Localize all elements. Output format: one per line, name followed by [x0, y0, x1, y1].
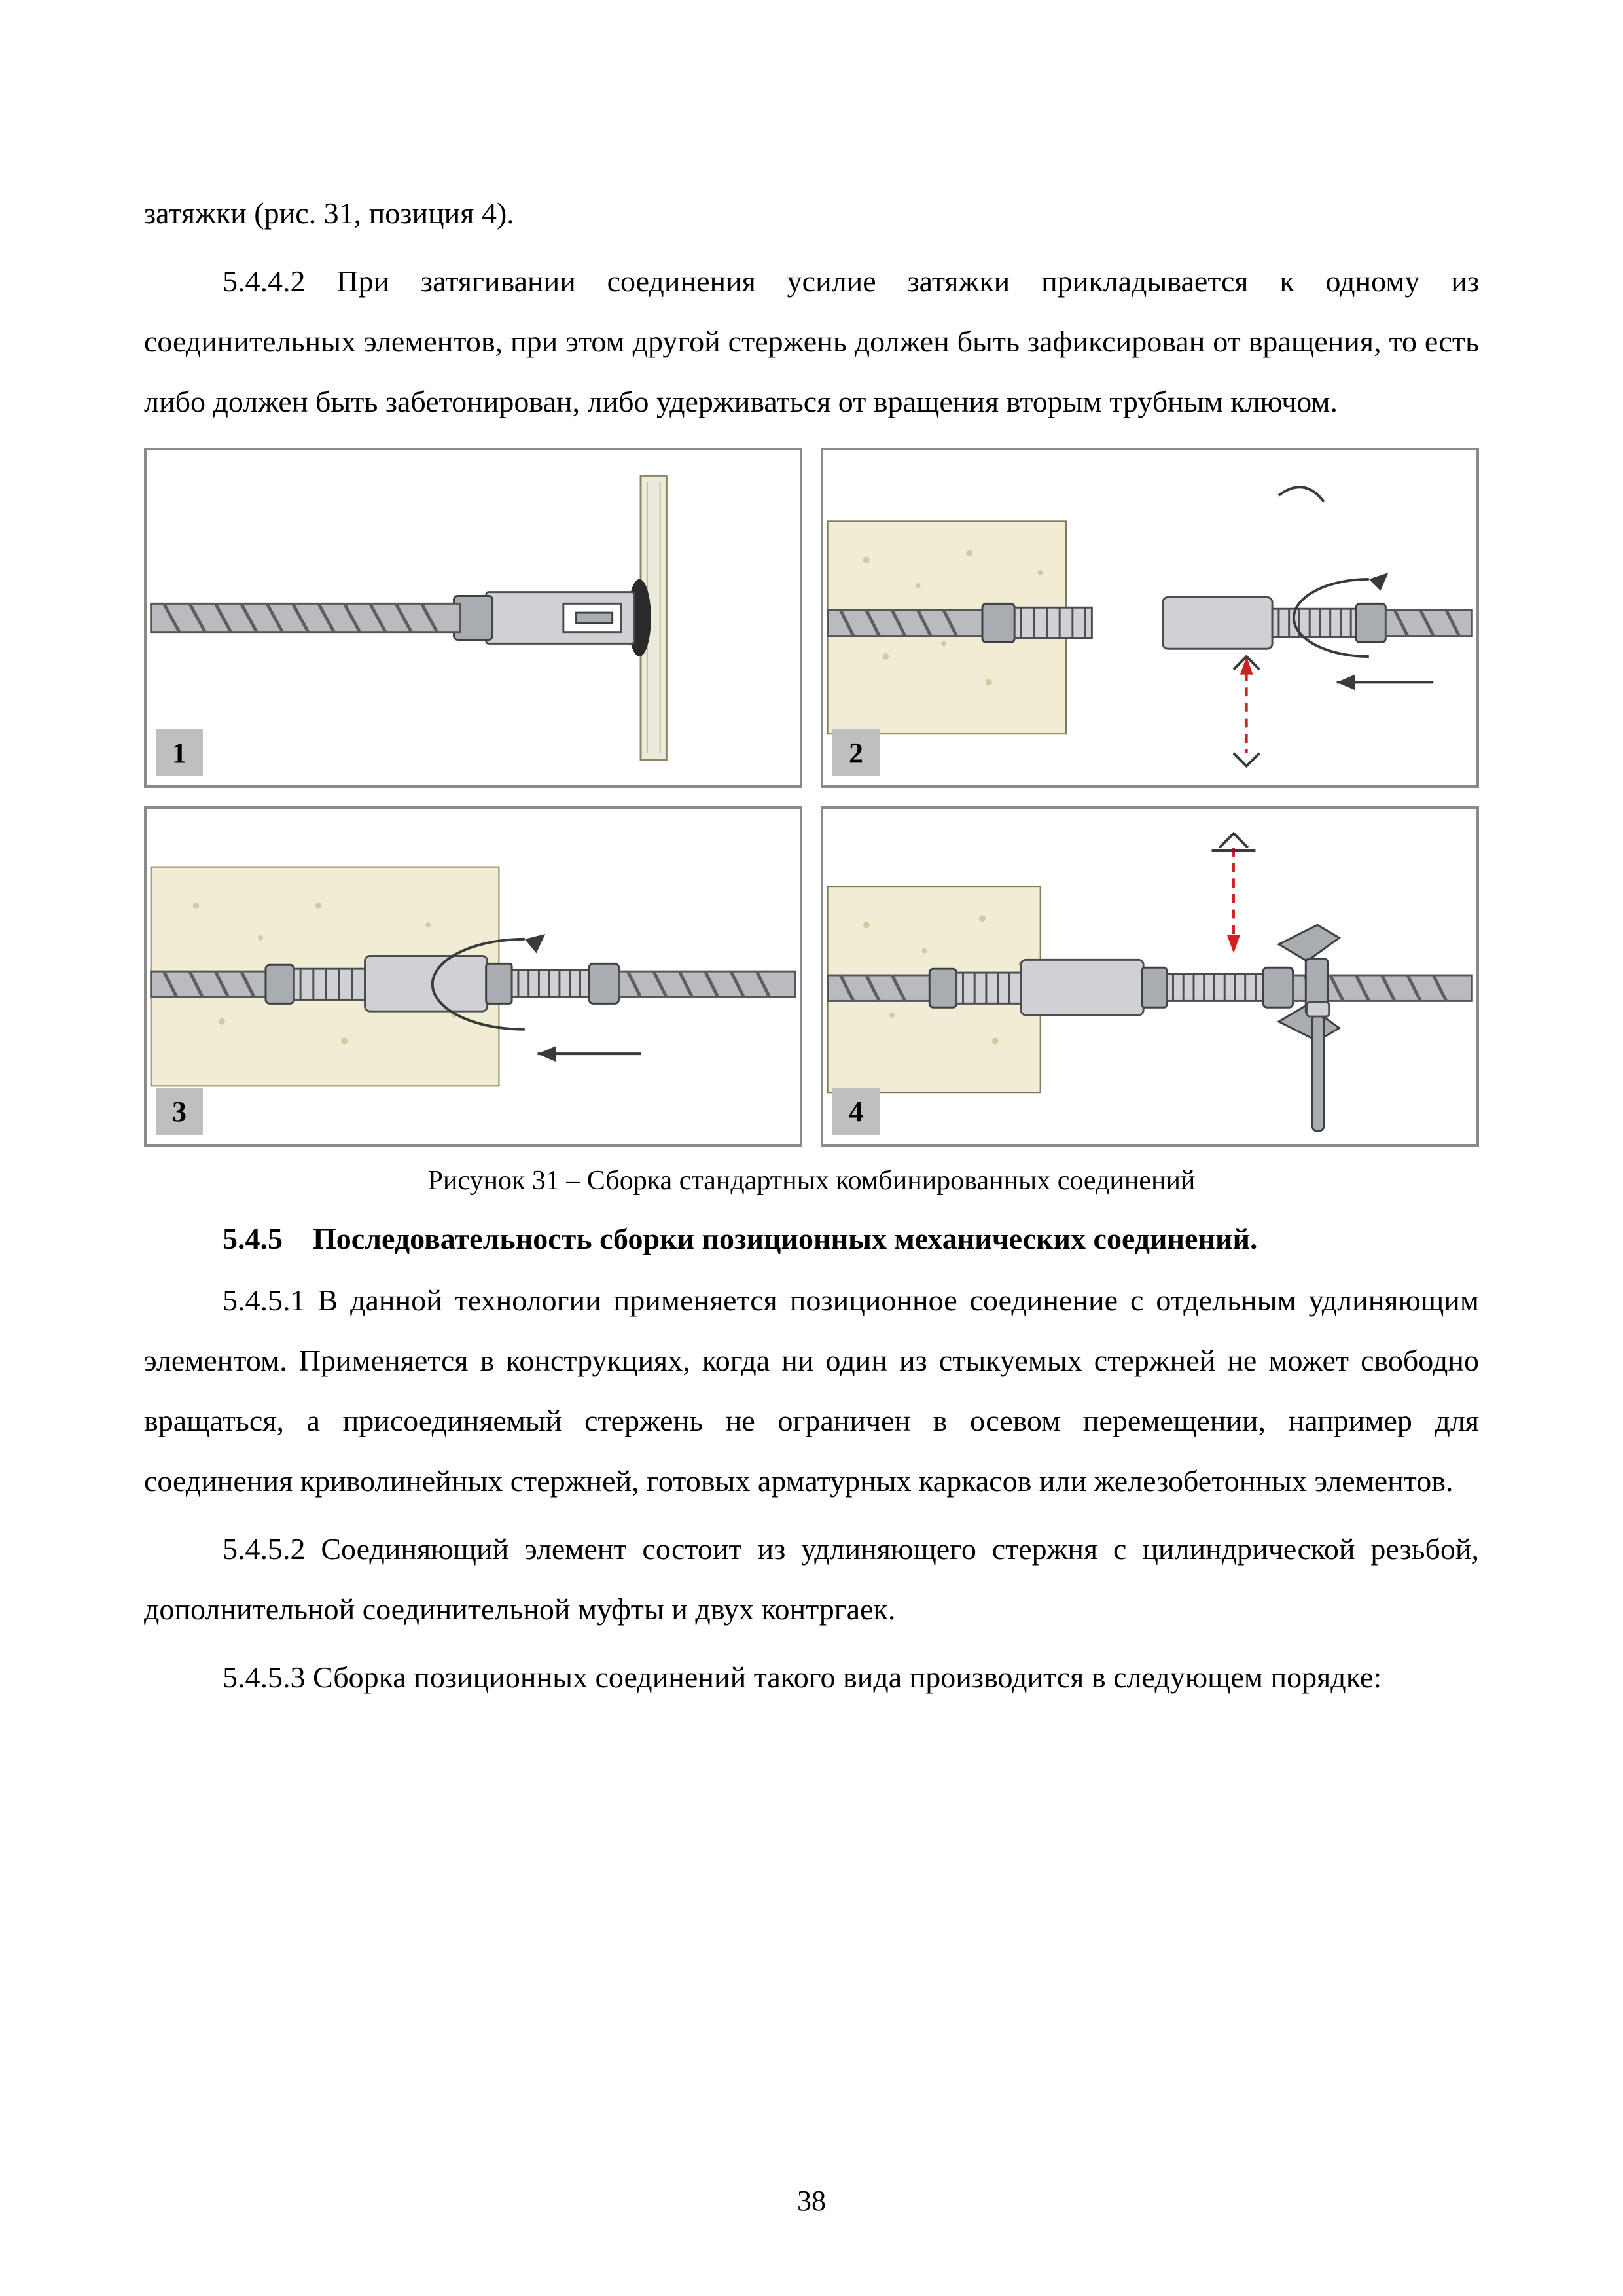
panel-number-badge: 4: [832, 1088, 880, 1135]
page-number: 38: [0, 2184, 1623, 2217]
panel-2-svg: [823, 450, 1476, 785]
pipe-wrench-icon: [1279, 925, 1340, 1131]
page: затяжки (рис. 31, позиция 4). 5.4.4.2 Пр…: [0, 0, 1623, 2296]
paragraph: 5.4.5.2 Соединяющий элемент состоит из у…: [144, 1519, 1479, 1640]
figure-panel-4: 4: [821, 806, 1479, 1147]
panel-number-badge: 3: [156, 1088, 203, 1135]
paragraph: 5.4.4.2 При затягивании соединения усили…: [144, 251, 1479, 432]
panel-1-svg: [147, 450, 800, 785]
paragraph: 5.4.5.3 Сборка позиционных соединений та…: [144, 1647, 1479, 1708]
figure-panel-1: 1: [144, 448, 802, 788]
paragraph: 5.4.5.1 В данной технологии применяется …: [144, 1270, 1479, 1511]
panel-number-badge: 1: [156, 729, 203, 776]
panel-number-badge: 2: [832, 729, 880, 776]
paragraph: затяжки (рис. 31, позиция 4).: [144, 183, 1479, 243]
figure-panel-3: 3: [144, 806, 802, 1147]
figure-panel-2: 2: [821, 448, 1479, 788]
panel-4-svg: [823, 809, 1476, 1144]
section-heading: 5.4.5 Последовательность сборки позицион…: [144, 1212, 1479, 1266]
figure-caption: Рисунок 31 – Сборка стандартных комбинир…: [144, 1165, 1479, 1196]
panel-3-svg: [147, 809, 800, 1144]
figure-31: 1: [144, 448, 1479, 1147]
